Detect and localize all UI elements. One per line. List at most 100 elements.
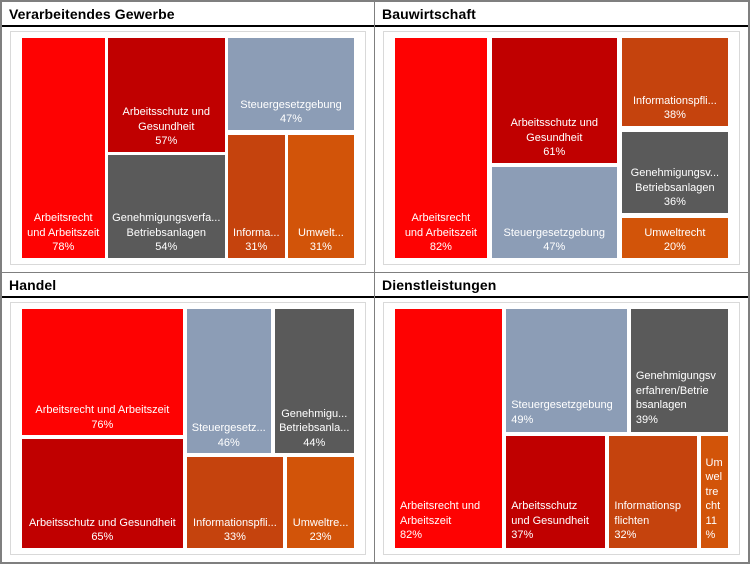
tile-category-label: Informationsp bbox=[614, 500, 682, 513]
treemap-tile-arbeitsrecht-und-arbeitszeit[interactable]: Arbeitsrecht und Arbeitszeit 82% bbox=[394, 308, 504, 549]
tile-category-label: Genehmigungsverfa... bbox=[112, 212, 221, 225]
tile-category-label: und Arbeitszeit bbox=[404, 226, 477, 239]
treemap-panel-dienstleistungen: Dienstleistungen Arbeitsrecht und Arbeits… bbox=[375, 273, 748, 562]
tile-category-label: Arbeitsrecht und bbox=[400, 500, 481, 513]
treemap-tile-informationspflichten[interactable]: Informationspfli... 33% bbox=[185, 456, 285, 549]
tile-category-label: Arbeitsschutz und Gesundheit bbox=[28, 516, 176, 529]
tile-category-label: Arbeitszeit bbox=[400, 514, 452, 527]
treemap-tile-informationspflichten[interactable]: Informa... 31% bbox=[227, 133, 286, 259]
treemap-tile-arbeitsschutz-und-gesundheit[interactable]: Arbeitsschutz und Gesundheit 61% bbox=[490, 37, 618, 164]
tile-value-label: 78% bbox=[52, 241, 75, 254]
tile-value-label: 47% bbox=[543, 241, 566, 254]
tile-value-label: 33% bbox=[223, 531, 246, 544]
tile-value-label: 57% bbox=[155, 135, 178, 148]
tile-value-label: 61% bbox=[543, 146, 566, 159]
treemap-tile-genehmigungsverfahren-betriebsanlagen[interactable]: Genehmigu... Betriebsanla... 44% bbox=[273, 308, 355, 455]
treemap-tile-arbeitsschutz-und-gesundheit[interactable]: Arbeitsschutz und Gesundheit 37% bbox=[505, 435, 607, 549]
tile-category-label: Informationspfli... bbox=[193, 516, 277, 529]
tile-category-label: flichten bbox=[614, 514, 650, 527]
treemap-tile-arbeitsschutz-und-gesundheit[interactable]: Arbeitsschutz und Gesundheit 65% bbox=[21, 438, 184, 549]
treemap-tile-steuergesetzgebung[interactable]: Steuergesetz... 46% bbox=[185, 308, 272, 455]
treemap-tile-arbeitsrecht-und-arbeitszeit[interactable]: Arbeitsrecht und Arbeitszeit 76% bbox=[21, 308, 184, 437]
tile-category-label: 11 bbox=[705, 514, 717, 527]
treemap-tile-arbeitsschutz-und-gesundheit[interactable]: Arbeitsschutz und Gesundheit 57% bbox=[106, 37, 226, 153]
chart-plot-area: Arbeitsrecht und Arbeitszeit 82% Steuergese… bbox=[383, 302, 740, 555]
tile-value-label: 36% bbox=[663, 196, 686, 209]
tile-category-label: Um bbox=[705, 456, 723, 469]
treemap-tile-umweltrecht[interactable]: Umweltre... 23% bbox=[286, 456, 355, 549]
tile-category-label: Arbeitsschutz und bbox=[510, 117, 598, 130]
chart-title: Bauwirtschaft bbox=[375, 2, 748, 27]
treemap-tile-umweltrecht[interactable]: Umwelt... 31% bbox=[286, 133, 355, 259]
tile-value-label: 82% bbox=[400, 529, 423, 542]
tile-value-label: 46% bbox=[217, 436, 240, 449]
treemap-panel-bauwirtschaft: Bauwirtschaft Arbeitsrecht und Arbeitszei… bbox=[375, 2, 748, 273]
tile-value-label: 23% bbox=[309, 531, 332, 544]
tile-value-label: 54% bbox=[155, 241, 178, 254]
tile-category-label: Gesundheit bbox=[138, 120, 195, 133]
tile-category-label: Arbeitsrecht bbox=[33, 212, 93, 225]
tile-value-label: 32% bbox=[614, 529, 637, 542]
treemap-tile-arbeitsrecht-und-arbeitszeit[interactable]: Arbeitsrecht und Arbeitszeit 82% bbox=[394, 37, 488, 259]
treemap-tiles: Arbeitsrecht und Arbeitszeit 76% Arbeitssc… bbox=[21, 308, 355, 549]
tile-category-label: Umweltrecht bbox=[644, 226, 706, 239]
chart-plot-area: Arbeitsrecht und Arbeitszeit 82% Arbeitssch… bbox=[383, 31, 740, 265]
tile-category-label: tre bbox=[705, 485, 719, 498]
treemap-panel-handel: Handel Arbeitsrecht und Arbeitszeit 76% Ar… bbox=[2, 273, 375, 562]
tile-value-label: 37% bbox=[511, 529, 534, 542]
chart-plot-area: Arbeitsrecht und Arbeitszeit 78% Arbeitssch… bbox=[10, 31, 366, 265]
treemap-tiles: Arbeitsrecht und Arbeitszeit 82% Arbeitssch… bbox=[394, 37, 729, 259]
tile-value-label: 44% bbox=[303, 436, 326, 449]
tile-category-label: Gesundheit bbox=[526, 131, 583, 144]
tile-value-label: 31% bbox=[309, 241, 332, 254]
tile-category-label: Genehmigu... bbox=[281, 407, 348, 420]
tile-value-label: 47% bbox=[280, 113, 303, 126]
tile-category-label: bsanlagen bbox=[635, 399, 687, 412]
tile-category-label: Umwelt... bbox=[298, 226, 344, 239]
tile-value-label: 82% bbox=[429, 241, 452, 254]
tile-category-label: Steuergesetzgebung bbox=[511, 399, 613, 412]
tile-value-label: 20% bbox=[663, 241, 686, 254]
tile-category-label: und Arbeitszeit bbox=[27, 226, 100, 239]
tile-category-label: Arbeitsrecht bbox=[411, 212, 471, 225]
tile-category-label: Betriebsanlagen bbox=[126, 226, 207, 239]
treemap-tile-steuergesetzgebung[interactable]: Steuergesetzgebung 47% bbox=[227, 37, 355, 131]
tile-value-label: 49% bbox=[511, 413, 534, 426]
tile-category-label: Arbeitsrecht und Arbeitszeit bbox=[35, 404, 170, 417]
treemap-tile-umweltrecht[interactable]: Um wel tre cht 11% bbox=[699, 435, 729, 549]
tile-value-label: 76% bbox=[91, 418, 114, 431]
tile-category-label: Umweltre... bbox=[292, 516, 349, 529]
tile-category-label: Steuergesetz... bbox=[191, 422, 266, 435]
tile-category-label: Steuergesetzgebung bbox=[503, 226, 606, 239]
tile-category-label: Arbeitsschutz bbox=[511, 500, 578, 513]
tile-value-label: 38% bbox=[663, 109, 686, 122]
treemap-tiles: Arbeitsrecht und Arbeitszeit 78% Arbeitssch… bbox=[21, 37, 355, 259]
treemap-tile-genehmigungsverfahren-betriebsanlagen[interactable]: Genehmigungsverfa... Betriebsanlagen 54% bbox=[106, 153, 226, 259]
tile-value-label: 39% bbox=[635, 413, 658, 426]
tile-category-label: Arbeitsschutz und bbox=[122, 106, 210, 119]
tile-category-label: Steuergesetzgebung bbox=[240, 98, 342, 111]
tile-value-label: % bbox=[705, 529, 716, 542]
tile-value-label: 31% bbox=[245, 241, 268, 254]
tile-category-label: Informationspfli... bbox=[633, 94, 717, 107]
treemap-panel-verarbeitendes-gewerbe: Verarbeitendes Gewerbe Arbeitsrecht und A… bbox=[2, 2, 375, 273]
treemap-tile-informationspflichten[interactable]: Informationsp flichten 32% bbox=[608, 435, 698, 549]
treemap-tile-genehmigungsverfahren-betriebsanlagen[interactable]: Genehmigungsv... Betriebsanlagen 36% bbox=[620, 130, 729, 214]
tile-category-label: Genehmigungsv bbox=[635, 370, 716, 383]
tile-category-label: Genehmigungsv... bbox=[630, 167, 720, 180]
treemap-tile-genehmigungsverfahren-betriebsanlagen[interactable]: Genehmigungsv erfahren/Betrie bsanlagen 39% bbox=[629, 308, 729, 434]
treemap-tiles: Arbeitsrecht und Arbeitszeit 82% Steuergese… bbox=[394, 308, 729, 549]
treemap-tile-informationspflichten[interactable]: Informationspfli... 38% bbox=[620, 37, 729, 127]
tile-category-label: und Gesundheit bbox=[511, 514, 589, 527]
tile-category-label: wel bbox=[705, 471, 723, 484]
tile-category-label: Betriebsanlagen bbox=[635, 181, 715, 194]
chart-title: Dienstleistungen bbox=[375, 273, 748, 298]
tile-category-label: erfahren/Betrie bbox=[635, 384, 709, 397]
treemap-tile-arbeitsrecht-und-arbeitszeit[interactable]: Arbeitsrecht und Arbeitszeit 78% bbox=[21, 37, 106, 259]
treemap-tile-umweltrecht[interactable]: Umweltrecht 20% bbox=[620, 217, 729, 259]
treemap-tile-steuergesetzgebung[interactable]: Steuergesetzgebung 47% bbox=[490, 165, 618, 259]
chart-title: Verarbeitendes Gewerbe bbox=[2, 2, 374, 27]
chart-title: Handel bbox=[2, 273, 374, 298]
treemap-tile-steuergesetzgebung[interactable]: Steuergesetzgebung 49% bbox=[505, 308, 628, 434]
